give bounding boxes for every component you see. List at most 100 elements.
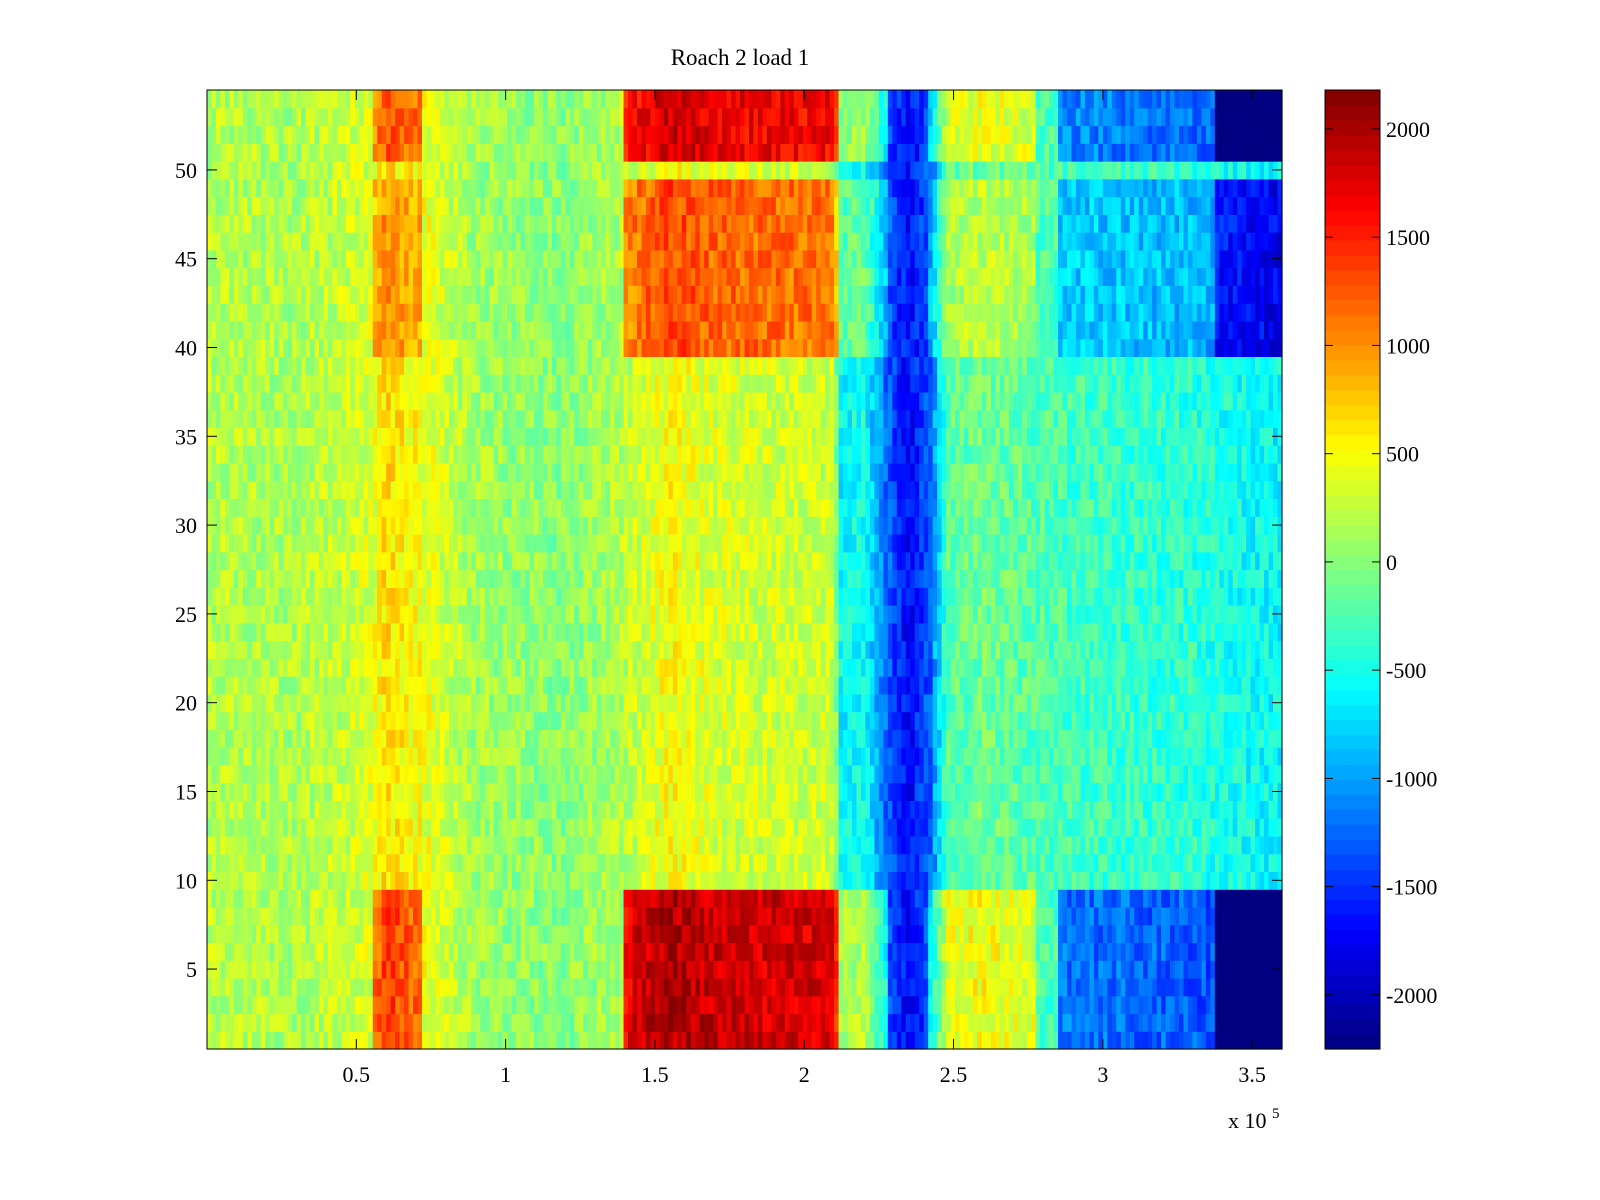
heatmap-cell xyxy=(592,995,598,1015)
heatmap-cell xyxy=(457,853,463,873)
heatmap-cell xyxy=(1102,711,1108,730)
heatmap-cell xyxy=(941,960,947,979)
heatmap-cell xyxy=(1035,942,1041,961)
heatmap-cell xyxy=(462,711,468,730)
heatmap-cell xyxy=(368,960,374,979)
heatmap-cell xyxy=(265,924,271,944)
heatmap-cell xyxy=(471,818,477,837)
heatmap-cell xyxy=(359,889,365,908)
heatmap-cell xyxy=(865,747,871,766)
heatmap-cell xyxy=(381,960,387,979)
heatmap-cell xyxy=(641,977,647,997)
heatmap-cell xyxy=(314,924,320,944)
heatmap-cell xyxy=(341,693,347,713)
heatmap-cell xyxy=(744,906,750,926)
heatmap-cell xyxy=(963,711,970,730)
heatmap-cell xyxy=(1053,889,1059,908)
heatmap-cell xyxy=(731,871,737,890)
heatmap-cell xyxy=(793,889,799,908)
heatmap-cell xyxy=(1125,729,1131,748)
heatmap-cell xyxy=(816,676,822,695)
heatmap-cell xyxy=(981,729,987,748)
heatmap-cell xyxy=(422,960,428,979)
heatmap-cell xyxy=(238,995,244,1015)
heatmap-cell xyxy=(1102,800,1108,819)
heatmap-cell xyxy=(350,676,356,695)
heatmap-cell xyxy=(278,889,284,908)
heatmap-cell xyxy=(972,889,979,908)
heatmap-cell xyxy=(1067,995,1073,1015)
heatmap-cell xyxy=(363,711,369,730)
heatmap-cell xyxy=(757,853,764,873)
heatmap-cell xyxy=(663,764,669,784)
heatmap-cell xyxy=(247,960,253,979)
heatmap-cell xyxy=(1178,693,1185,713)
heatmap-cell xyxy=(1080,995,1086,1015)
heatmap-cell xyxy=(1174,977,1180,997)
heatmap-cell xyxy=(610,924,616,944)
heatmap-cell xyxy=(1183,942,1189,961)
heatmap-cell xyxy=(578,960,584,979)
heatmap-cell xyxy=(560,711,566,730)
heatmap-cell xyxy=(242,942,248,961)
heatmap-cell xyxy=(462,835,468,855)
heatmap-cell xyxy=(305,800,311,819)
heatmap-cell xyxy=(740,1031,746,1050)
heatmap-cell xyxy=(220,693,226,713)
heatmap-cell xyxy=(359,747,365,766)
heatmap-cell xyxy=(878,676,884,695)
heatmap-cell xyxy=(874,1013,880,1032)
heatmap-cell xyxy=(856,800,862,819)
heatmap-cell xyxy=(762,782,768,801)
heatmap-cell xyxy=(426,995,432,1015)
heatmap-cell xyxy=(283,747,289,766)
heatmap-cell xyxy=(533,835,540,855)
heatmap-cell xyxy=(1004,764,1010,784)
heatmap-cell xyxy=(1004,729,1010,748)
heatmap-cell xyxy=(704,1013,710,1032)
heatmap-cell xyxy=(1246,1031,1252,1050)
heatmap-cell xyxy=(959,747,965,766)
heatmap-cell xyxy=(381,1013,387,1032)
heatmap-cell xyxy=(878,764,884,784)
heatmap-cell xyxy=(489,977,495,997)
heatmap-cell xyxy=(905,871,911,890)
heatmap-cell xyxy=(708,747,714,766)
heatmap-cell xyxy=(368,1013,374,1032)
heatmap-cell xyxy=(341,889,347,908)
heatmap-cell xyxy=(959,977,965,997)
heatmap-cell xyxy=(735,942,741,961)
heatmap-cell xyxy=(981,906,987,926)
heatmap-cell xyxy=(1201,942,1207,961)
heatmap-cell xyxy=(502,1013,508,1032)
heatmap-cell xyxy=(260,924,266,944)
heatmap-cell xyxy=(1178,924,1185,944)
heatmap-cell xyxy=(990,1013,996,1032)
heatmap-cell xyxy=(981,995,987,1015)
heatmap-cell xyxy=(551,729,557,748)
heatmap-cell xyxy=(1062,782,1068,801)
heatmap-cell xyxy=(314,711,320,730)
heatmap-cell xyxy=(327,800,334,819)
heatmap-cell xyxy=(551,995,557,1015)
heatmap-cell xyxy=(784,800,790,819)
heatmap-cell xyxy=(556,711,562,730)
heatmap-cell xyxy=(986,782,992,801)
heatmap-cell xyxy=(547,1013,553,1032)
heatmap-cell xyxy=(955,995,961,1015)
heatmap-cell xyxy=(645,871,652,890)
heatmap-cell xyxy=(910,693,916,713)
heatmap-cell xyxy=(686,995,692,1015)
heatmap-cell xyxy=(628,889,634,908)
heatmap-cell xyxy=(1210,747,1216,766)
heatmap-cell xyxy=(551,977,557,997)
heatmap-cell xyxy=(569,995,575,1015)
heatmap-cell xyxy=(726,853,732,873)
heatmap-cell xyxy=(422,835,428,855)
heatmap-cell xyxy=(959,906,965,926)
heatmap-cell xyxy=(233,711,239,730)
heatmap-cell xyxy=(489,711,495,730)
heatmap-cell xyxy=(301,835,307,855)
heatmap-cell xyxy=(1040,764,1046,784)
heatmap-cell xyxy=(399,906,405,926)
